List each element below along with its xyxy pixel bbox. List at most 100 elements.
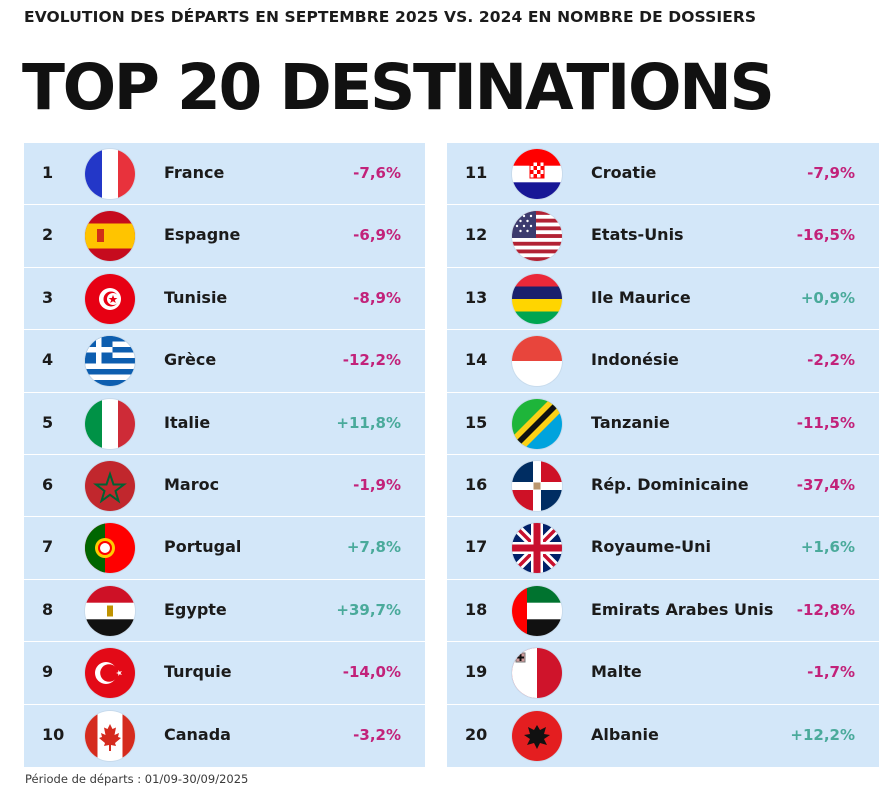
- destination-row: 9 Turquie -14,0%: [24, 642, 425, 705]
- destination-rank: 13: [465, 287, 488, 307]
- destination-row: 15 Tanzanie -11,5%: [447, 393, 879, 455]
- flag-uae-icon: [512, 585, 562, 636]
- destination-country: Turquie: [164, 662, 232, 682]
- destination-country: Malte: [591, 662, 642, 682]
- destination-change: -6,9%: [353, 226, 401, 245]
- destination-row: 10 Canada -3,2%: [24, 705, 425, 767]
- destination-rank: 3: [42, 287, 54, 307]
- destination-rank: 12: [465, 225, 488, 245]
- destination-country: Etats-Unis: [591, 225, 684, 245]
- destination-country: Albanie: [591, 724, 659, 744]
- destination-country: Tanzanie: [591, 412, 670, 432]
- destination-rank: 4: [42, 350, 54, 370]
- destination-rank: 14: [465, 350, 488, 370]
- destination-row: 5 Italie +11,8%: [24, 393, 425, 455]
- destination-country: Rép. Dominicaine: [591, 475, 749, 494]
- destination-row: 19 Malte -1,7%: [447, 642, 879, 705]
- destination-rank: 7: [42, 537, 54, 557]
- flag-greece-icon: [85, 336, 135, 387]
- destination-rank: 18: [465, 599, 488, 619]
- destination-country: Croatie: [591, 163, 657, 182]
- destination-country: France: [164, 163, 225, 182]
- ranking-column-right: 11 Croatie -7,9% 12 Etats-Unis -16,5% 13 Ile Ma…: [447, 143, 879, 767]
- destination-rank: 16: [465, 475, 488, 494]
- destination-rank: 1: [42, 163, 54, 182]
- destination-row: 13 Ile Maurice +0,9%: [447, 268, 879, 331]
- destination-change: +0,9%: [800, 288, 855, 307]
- destination-change: -11,5%: [796, 413, 855, 432]
- flag-egypt-icon: [85, 585, 135, 636]
- destination-row: 2 Espagne -6,9%: [24, 205, 425, 268]
- destination-change: -37,4%: [796, 476, 855, 494]
- destination-rank: 6: [42, 475, 54, 494]
- flag-tanzania-icon: [512, 398, 562, 449]
- flag-croatia-icon: [512, 149, 562, 199]
- destination-country: Tunisie: [164, 287, 228, 307]
- flag-tunisia-icon: [85, 273, 135, 324]
- flag-canada-icon: [85, 710, 135, 761]
- destination-country: Portugal: [164, 537, 242, 557]
- destination-change: +11,8%: [336, 413, 401, 432]
- destination-change: +1,6%: [800, 538, 855, 557]
- destination-change: -7,6%: [353, 164, 401, 182]
- destination-rank: 11: [465, 163, 488, 182]
- ranking-column-left: 1 France -7,6% 2 Espagne -6,9% 3 Tunisie -8,9% 4 G…: [24, 143, 425, 767]
- destination-row: 8 Egypte +39,7%: [24, 580, 425, 643]
- destination-rank: 2: [42, 225, 54, 245]
- destination-country: Indonésie: [591, 350, 679, 370]
- destination-change: -2,2%: [807, 351, 855, 370]
- destination-change: -7,9%: [807, 164, 855, 182]
- destination-rank: 17: [465, 537, 488, 557]
- flag-uk-icon: [512, 523, 562, 574]
- destination-country: Maroc: [164, 475, 220, 494]
- destination-rank: 9: [42, 662, 54, 682]
- destination-row: 6 Maroc -1,9%: [24, 455, 425, 518]
- destination-rank: 15: [465, 412, 488, 432]
- destination-country: Grèce: [164, 350, 217, 370]
- destination-change: -12,2%: [342, 351, 401, 370]
- destination-row: 4 Grèce -12,2%: [24, 330, 425, 393]
- destination-change: -12,8%: [796, 600, 855, 619]
- destination-country: Canada: [164, 724, 231, 744]
- destination-change: -8,9%: [353, 288, 401, 307]
- page-title: TOP 20 DESTINATIONS: [22, 51, 775, 124]
- destination-row: 11 Croatie -7,9%: [447, 143, 879, 206]
- period-footnote: Période de départs : 01/09-30/09/2025: [25, 772, 249, 786]
- destination-row: 17 Royaume-Uni +1,6%: [447, 517, 879, 580]
- flag-turkey-icon: [85, 648, 135, 699]
- destination-row: 14 Indonésie -2,2%: [447, 330, 879, 393]
- page-subtitle: EVOLUTION DES DÉPARTS EN SEPTEMBRE 2025 …: [24, 8, 757, 26]
- destination-change: +39,7%: [336, 600, 401, 619]
- destination-rank: 8: [42, 599, 54, 619]
- flag-usa-icon: [512, 211, 562, 262]
- destination-change: -14,0%: [342, 663, 401, 682]
- destination-country: Royaume-Uni: [591, 537, 711, 557]
- destination-rank: 10: [42, 724, 65, 744]
- destination-row: 18 Emirats Arabes Unis -12,8%: [447, 580, 879, 643]
- destination-country: Italie: [164, 412, 211, 432]
- destination-change: +12,2%: [790, 725, 855, 744]
- flag-portugal-icon: [85, 523, 135, 574]
- destination-country: Ile Maurice: [591, 287, 691, 307]
- destination-country: Emirats Arabes Unis: [591, 599, 774, 619]
- destination-change: +7,8%: [346, 538, 401, 557]
- destination-rank: 5: [42, 412, 54, 432]
- flag-mauritius-icon: [512, 273, 562, 324]
- flag-spain-icon: [85, 211, 135, 262]
- destination-country: Egypte: [164, 599, 227, 619]
- flag-albania-icon: [512, 710, 562, 761]
- destination-rank: 19: [465, 662, 488, 682]
- flag-malta-icon: [512, 648, 562, 699]
- flag-dominican-republic-icon: [512, 461, 562, 511]
- destination-country: Espagne: [164, 225, 241, 245]
- destination-row: 12 Etats-Unis -16,5%: [447, 205, 879, 268]
- destination-row: 20 Albanie +12,2%: [447, 705, 879, 767]
- destination-row: 1 France -7,6%: [24, 143, 425, 206]
- destination-change: -1,7%: [807, 663, 855, 682]
- flag-morocco-icon: [85, 461, 135, 511]
- destination-change: -3,2%: [353, 725, 401, 744]
- destination-row: 16 Rép. Dominicaine -37,4%: [447, 455, 879, 518]
- flag-france-icon: [85, 149, 135, 199]
- flag-indonesia-icon: [512, 336, 562, 387]
- destination-row: 7 Portugal +7,8%: [24, 517, 425, 580]
